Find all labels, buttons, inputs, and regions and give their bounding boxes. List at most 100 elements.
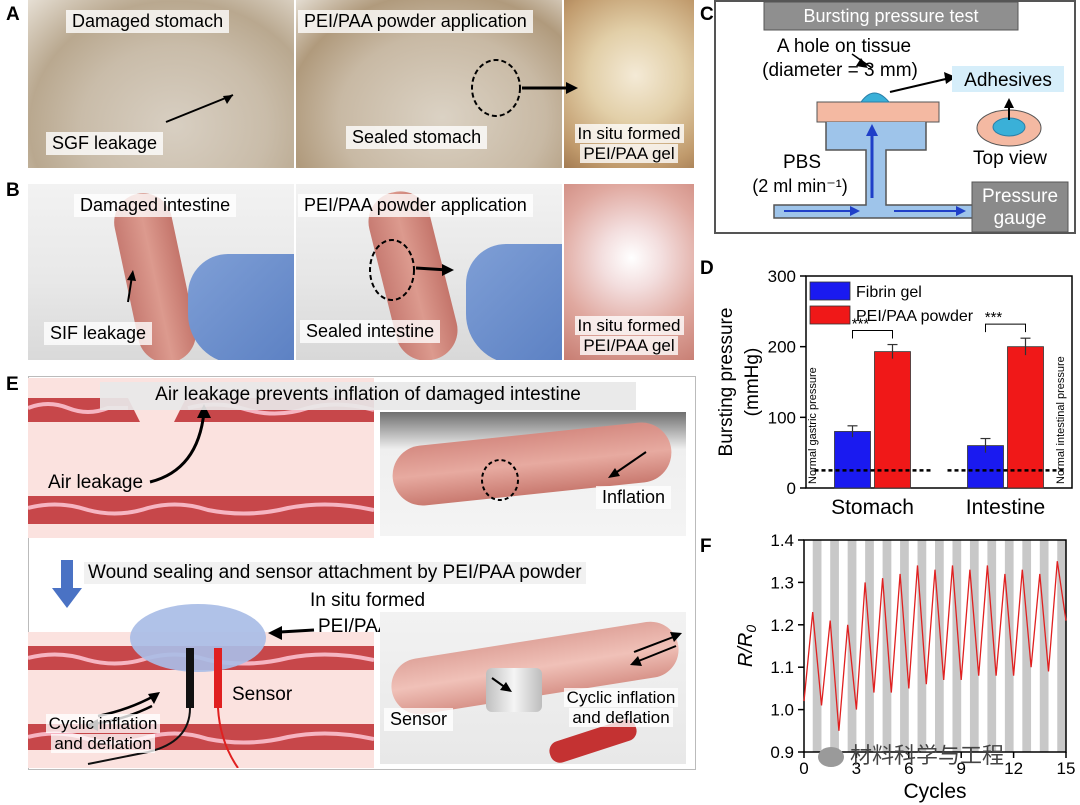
f-shade-band-14 xyxy=(1057,540,1066,752)
f-shade-band-11 xyxy=(1004,540,1014,752)
dashed-circle-sealed-stomach xyxy=(471,59,521,117)
cyclic-arrowhead-1 xyxy=(148,692,160,704)
cyc-arrow-out-head xyxy=(670,632,682,642)
e-air-leakage: Air leakage xyxy=(48,472,144,493)
tissue-layer xyxy=(816,101,940,123)
c-hole-line2: (diameter = 3 mm) xyxy=(762,60,918,81)
f-ytick-label-2: 1.1 xyxy=(770,658,794,677)
f-shade-band-9 xyxy=(969,540,979,752)
wechat-icon xyxy=(818,747,844,768)
caption-gel-a-line2: PEI/PAA gel xyxy=(580,144,678,163)
panel-label-e: E xyxy=(6,374,19,395)
wall-bottom xyxy=(28,496,374,524)
f-ytick-label-1: 1.0 xyxy=(770,701,794,720)
f-shade-band-7 xyxy=(935,540,944,752)
f-xtick-label-1: 3 xyxy=(852,759,861,778)
d-bar-pei-paa-powder-intestine xyxy=(1007,346,1044,489)
glove-b2 xyxy=(466,244,562,360)
panel-label-a: A xyxy=(6,4,20,25)
cyc-arrow-in-head xyxy=(630,656,642,666)
f-shade-band-6 xyxy=(917,540,927,752)
f-shade-band-3 xyxy=(865,540,874,752)
panel-label-b: B xyxy=(6,180,20,201)
caption-sealed-stomach: Sealed stomach xyxy=(346,126,488,149)
d-sig-stars-0: *** xyxy=(852,316,870,333)
watermark-text: 材料科学与工程 xyxy=(850,743,1005,768)
f-shade-band-13 xyxy=(1039,540,1049,752)
hydrogel-pointer xyxy=(279,628,315,634)
e-cyclic-line1: Cyclic inflation xyxy=(45,714,161,733)
glove-b1 xyxy=(188,254,294,360)
c-gauge-line2: gauge xyxy=(994,208,1047,229)
inflation-arrow xyxy=(613,451,647,475)
c-gauge-line1: Pressure xyxy=(982,186,1058,207)
e-sealing-title: Wound sealing and sensor attachment by P… xyxy=(84,562,586,584)
cyc-arrow-out xyxy=(633,635,677,653)
down-arrow-head xyxy=(52,588,82,608)
d-ytick-label-1: 100 xyxy=(768,408,796,427)
f-shade-band-10 xyxy=(987,540,997,752)
e-photo-cyclic-line1: Cyclic inflation xyxy=(563,688,679,707)
caption-sealed-intestine: Sealed intestine xyxy=(300,320,441,343)
electrode-red xyxy=(214,648,222,708)
pointer-hole-head xyxy=(856,58,868,68)
sensor-photo-annotations xyxy=(491,632,682,692)
c-title: Bursting pressure test xyxy=(803,6,978,26)
panel-label-f: F xyxy=(700,536,712,557)
arrowhead-gel-a xyxy=(566,82,578,94)
f-shade-band-8 xyxy=(952,540,962,752)
f-xtick-label-2: 6 xyxy=(904,759,913,778)
c-hole-line1: A hole on tissue xyxy=(777,36,911,57)
d-legend-label-1: PEI/PAA powder xyxy=(856,308,974,325)
wall-stripe-tl xyxy=(28,402,128,414)
e-inflation-label: Inflation xyxy=(596,486,672,509)
panel-b-annotations xyxy=(127,239,454,303)
pbs-channel xyxy=(773,122,1015,219)
caption-damaged-stomach: Damaged stomach xyxy=(66,10,230,33)
c-top-view: Top view xyxy=(973,148,1047,169)
d-legend-label-0: Fibrin gel xyxy=(856,284,922,301)
d-legend-swatch-0 xyxy=(809,281,851,301)
f-shade-band-4 xyxy=(882,540,892,752)
chart-f-resistance-cycles: 0.9 1.0 1.1 1.2 1.3 1.4 0 3 6 9 12 15 Cycles R/R0 xyxy=(735,531,1075,803)
hydrogel-pointer-head xyxy=(268,626,282,640)
adhesives-label-bg xyxy=(952,66,1064,92)
pointer-top-view-head xyxy=(1004,98,1014,108)
pointer-adhesives-head xyxy=(944,72,956,84)
f-xtick-label-4: 12 xyxy=(1004,759,1023,778)
arrowhead-sgf-leak xyxy=(223,95,233,104)
e-title: Air leakage prevents inflation of damage… xyxy=(155,384,581,405)
caption-gel-a-line1: In situ formed xyxy=(574,124,684,143)
caption-sgf-leakage: SGF leakage xyxy=(46,132,164,155)
arrowhead-gel-b xyxy=(442,264,454,276)
caption-sif-leakage: SIF leakage xyxy=(44,322,153,345)
cyc-arrow-in xyxy=(635,645,677,663)
sensor-band xyxy=(486,668,542,712)
air-leak-arrowhead xyxy=(197,404,211,418)
f-series-line xyxy=(803,561,1067,731)
dashed-circle-inflation xyxy=(481,459,519,501)
e-photo-cyclic-label: Cyclic inflation and deflation xyxy=(550,688,692,728)
inflation-annotations xyxy=(481,451,647,501)
caption-gel-b-line2: PEI/PAA gel xyxy=(580,336,678,355)
arrow-sgf-leak xyxy=(165,94,234,123)
photo-inflation xyxy=(380,412,686,536)
hydrogel-blob xyxy=(130,604,266,672)
down-arrow xyxy=(52,560,82,608)
flow-arrowhead-up xyxy=(866,124,878,136)
f-ylabel: R/R0 xyxy=(735,625,759,667)
caption-damaged-intestine: Damaged intestine xyxy=(74,194,237,217)
f-ytick-label-0: 0.9 xyxy=(770,743,794,762)
f-shade-band-5 xyxy=(900,540,909,752)
wire-red xyxy=(217,707,239,768)
watermark: 材料科学与工程 xyxy=(818,738,1004,770)
c-pbs-line1: PBS xyxy=(783,152,821,173)
top-view-adhesive xyxy=(992,117,1026,137)
f-ylabel-subscript: 0 xyxy=(743,625,759,633)
c-pbs-line2: (2 ml min⁻¹) xyxy=(752,176,848,196)
flow-arrowhead-out xyxy=(956,206,966,216)
f-shade-band-2 xyxy=(847,540,857,752)
dashed-circle-sealed-intestine xyxy=(369,239,415,301)
flow-arrowhead-in xyxy=(850,206,860,216)
adhesive-drop xyxy=(860,92,891,103)
